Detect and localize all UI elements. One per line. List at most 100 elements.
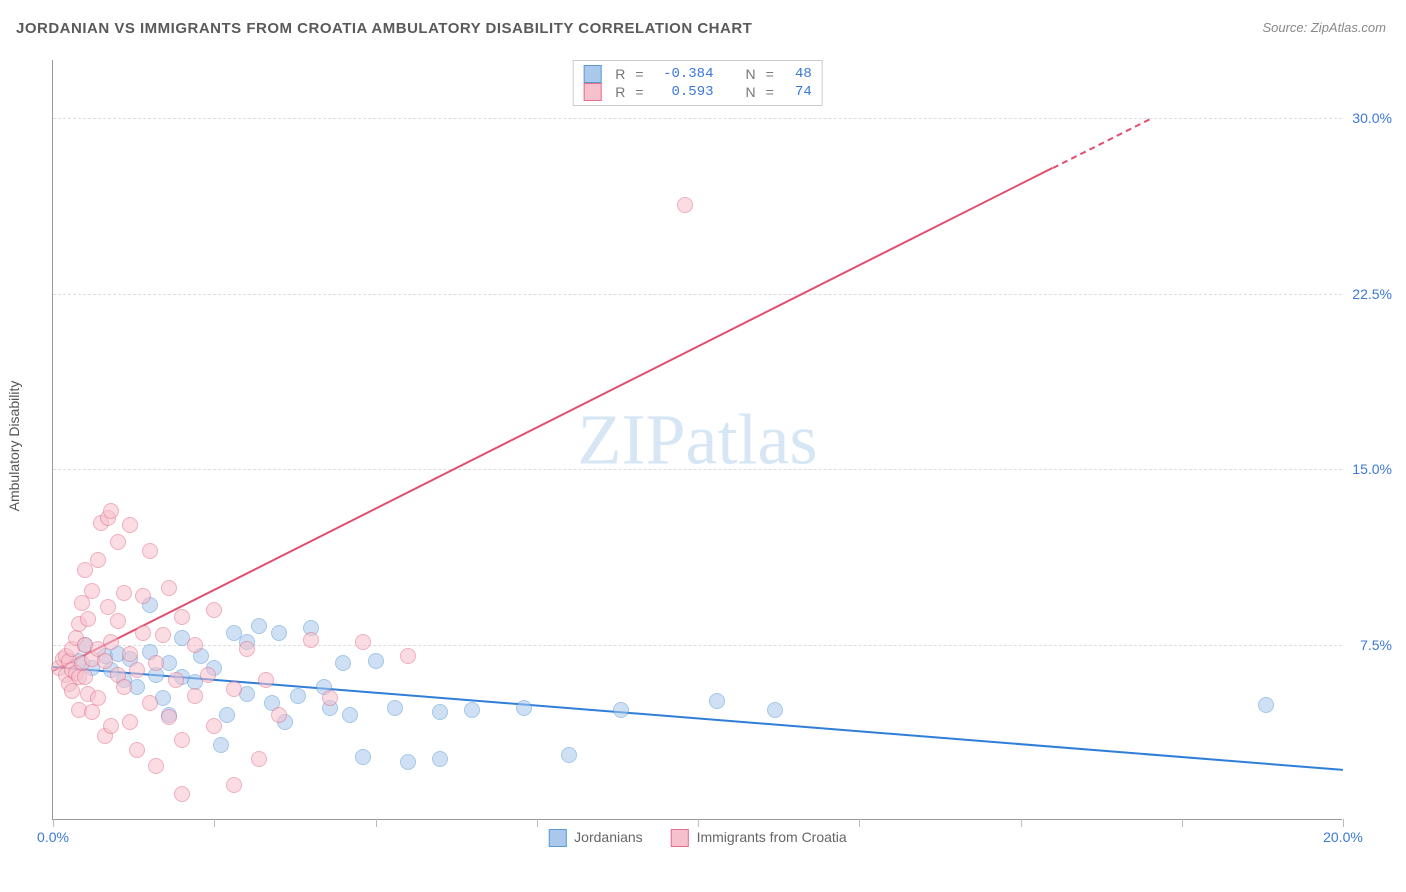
scatter-point bbox=[110, 534, 126, 550]
swatch-series-1b bbox=[548, 829, 566, 847]
scatter-point bbox=[135, 625, 151, 641]
scatter-point bbox=[110, 613, 126, 629]
x-tick-mark bbox=[698, 819, 699, 827]
scatter-point bbox=[187, 637, 203, 653]
x-tick-label: 20.0% bbox=[1323, 829, 1363, 845]
scatter-point bbox=[116, 679, 132, 695]
scatter-point bbox=[129, 662, 145, 678]
scatter-point bbox=[122, 517, 138, 533]
scatter-point bbox=[148, 655, 164, 671]
scatter-point bbox=[103, 634, 119, 650]
chart-title: JORDANIAN VS IMMIGRANTS FROM CROATIA AMB… bbox=[16, 20, 752, 37]
x-tick-label: 0.0% bbox=[37, 829, 69, 845]
grid-line-h bbox=[53, 294, 1342, 295]
stats-r-label: R bbox=[615, 84, 625, 100]
stats-r-value-1: -0.384 bbox=[654, 66, 714, 82]
scatter-point bbox=[142, 543, 158, 559]
scatter-point bbox=[355, 749, 371, 765]
scatter-point bbox=[271, 707, 287, 723]
scatter-point bbox=[174, 786, 190, 802]
y-tick-label: 7.5% bbox=[1360, 637, 1392, 653]
stats-eq: = bbox=[766, 84, 774, 100]
source-prefix: Source: bbox=[1262, 20, 1310, 35]
source-label: Source: ZipAtlas.com bbox=[1262, 20, 1386, 35]
scatter-point bbox=[709, 693, 725, 709]
scatter-point bbox=[239, 641, 255, 657]
x-tick-mark bbox=[53, 819, 54, 827]
scatter-point bbox=[226, 777, 242, 793]
scatter-point bbox=[155, 627, 171, 643]
stats-eq: = bbox=[635, 84, 643, 100]
y-tick-label: 15.0% bbox=[1352, 461, 1392, 477]
scatter-point bbox=[613, 702, 629, 718]
stats-n-value-2: 74 bbox=[784, 84, 812, 100]
watermark-light: atlas bbox=[686, 399, 818, 479]
scatter-point bbox=[271, 625, 287, 641]
scatter-point bbox=[103, 718, 119, 734]
swatch-series-1 bbox=[583, 65, 601, 83]
trend-line bbox=[1052, 119, 1150, 169]
scatter-point bbox=[161, 709, 177, 725]
scatter-point bbox=[161, 580, 177, 596]
scatter-point bbox=[168, 672, 184, 688]
y-tick-label: 30.0% bbox=[1352, 110, 1392, 126]
scatter-point bbox=[290, 688, 306, 704]
scatter-point bbox=[90, 552, 106, 568]
scatter-point bbox=[251, 618, 267, 634]
legend-item-2: Immigrants from Croatia bbox=[671, 829, 847, 847]
scatter-point bbox=[400, 754, 416, 770]
stats-r-value-2: 0.593 bbox=[654, 84, 714, 100]
source-value: ZipAtlas.com bbox=[1311, 20, 1386, 35]
scatter-point bbox=[303, 632, 319, 648]
stats-box: R = -0.384 N = 48 R = 0.593 N = 74 bbox=[572, 60, 823, 106]
scatter-point bbox=[200, 667, 216, 683]
stats-r-label: R bbox=[615, 66, 625, 82]
x-tick-mark bbox=[214, 819, 215, 827]
scatter-point bbox=[206, 718, 222, 734]
scatter-point bbox=[251, 751, 267, 767]
stats-n-label: N bbox=[746, 84, 756, 100]
scatter-point bbox=[80, 611, 96, 627]
scatter-point bbox=[135, 588, 151, 604]
scatter-point bbox=[432, 751, 448, 767]
scatter-point bbox=[464, 702, 480, 718]
scatter-point bbox=[1258, 697, 1274, 713]
stats-row-1: R = -0.384 N = 48 bbox=[583, 65, 812, 83]
scatter-point bbox=[335, 655, 351, 671]
scatter-point bbox=[77, 669, 93, 685]
scatter-point bbox=[219, 707, 235, 723]
scatter-point bbox=[355, 634, 371, 650]
plot-area: ZIPatlas R = -0.384 N = 48 R = 0.593 N =… bbox=[52, 60, 1342, 820]
scatter-point bbox=[129, 742, 145, 758]
scatter-point bbox=[97, 653, 113, 669]
x-tick-mark bbox=[1182, 819, 1183, 827]
scatter-point bbox=[561, 747, 577, 763]
x-tick-mark bbox=[376, 819, 377, 827]
scatter-point bbox=[64, 683, 80, 699]
scatter-point bbox=[174, 732, 190, 748]
stats-eq: = bbox=[766, 66, 774, 82]
scatter-point bbox=[342, 707, 358, 723]
scatter-point bbox=[368, 653, 384, 669]
swatch-series-2 bbox=[583, 83, 601, 101]
y-axis-label: Ambulatory Disability bbox=[6, 381, 22, 512]
scatter-point bbox=[400, 648, 416, 664]
scatter-point bbox=[322, 690, 338, 706]
scatter-point bbox=[148, 758, 164, 774]
grid-line-h bbox=[53, 469, 1342, 470]
scatter-point bbox=[174, 609, 190, 625]
x-tick-mark bbox=[1021, 819, 1022, 827]
scatter-point bbox=[187, 688, 203, 704]
scatter-point bbox=[122, 714, 138, 730]
scatter-point bbox=[767, 702, 783, 718]
scatter-point bbox=[258, 672, 274, 688]
trend-line bbox=[53, 167, 1054, 672]
scatter-point bbox=[122, 646, 138, 662]
scatter-point bbox=[226, 681, 242, 697]
legend-label-1: Jordanians bbox=[574, 829, 643, 845]
stats-row-2: R = 0.593 N = 74 bbox=[583, 83, 812, 101]
scatter-point bbox=[100, 599, 116, 615]
scatter-point bbox=[213, 737, 229, 753]
scatter-point bbox=[432, 704, 448, 720]
x-tick-mark bbox=[1343, 819, 1344, 827]
